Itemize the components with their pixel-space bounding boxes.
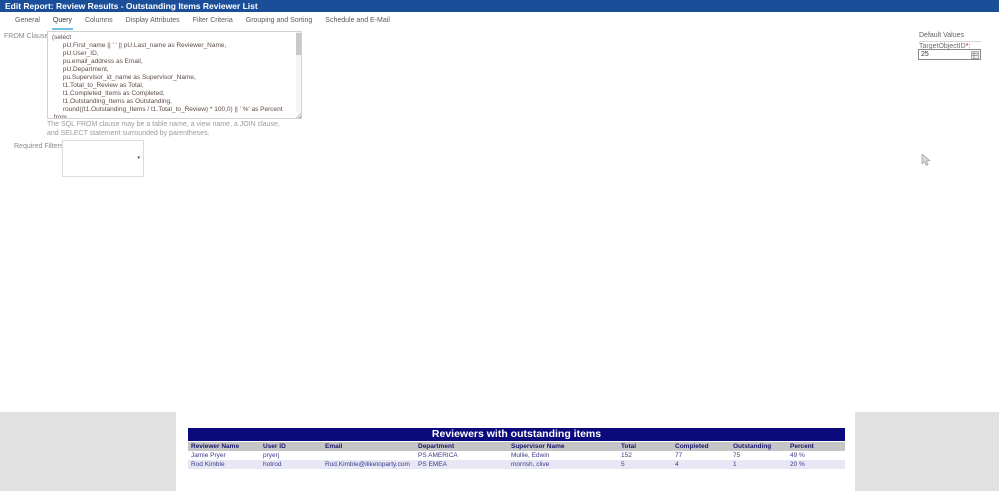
table-row: Jamie Pryer pryerj PS AMERICA Mullie, Ed…	[188, 451, 845, 460]
tab-strip: General Query Columns Display Attributes…	[14, 15, 391, 30]
tab-schedule-and-email[interactable]: Schedule and E-Mail	[325, 17, 390, 24]
resize-grip-icon[interactable]	[296, 113, 301, 118]
lookup-icon[interactable]	[971, 51, 979, 59]
table-cell: 152	[621, 452, 632, 459]
tab-filter-criteria[interactable]: Filter Criteria	[192, 17, 233, 24]
column-header-completed: Completed	[672, 442, 730, 451]
scrollbar-thumb[interactable]	[296, 33, 301, 55]
required-asterisk: *	[965, 43, 969, 50]
column-header-percent: Percent	[787, 442, 845, 451]
report-preview-panel: Reviewers with outstanding items Reviewe…	[176, 412, 855, 491]
tab-query[interactable]: Query	[51, 15, 73, 30]
table-cell: 5	[618, 460, 672, 469]
table-cell: hotrod	[260, 460, 322, 469]
table-cell: 77	[675, 452, 683, 459]
tab-general[interactable]: General	[15, 17, 40, 24]
table-cell: morrish, clive	[508, 460, 618, 469]
target-object-id-label-suffix: :	[968, 43, 971, 50]
table-cell: Rod Kimble	[188, 460, 260, 469]
table-header-row: Reviewer Name User ID Email Department S…	[188, 442, 845, 451]
window-title: Edit Report: Review Results - Outstandin…	[0, 0, 999, 12]
mouse-cursor	[921, 154, 931, 166]
table-cell: Jamie Pryer	[191, 452, 226, 459]
table-cell: PS EMEA	[415, 460, 508, 469]
target-object-id-input[interactable]	[919, 50, 971, 59]
target-object-id-label-text: TargetObjectID	[919, 43, 966, 50]
target-object-id-label: TargetObjectID*:	[919, 43, 970, 50]
table-cell: Rod.Kimble@iliketoparty.com	[322, 460, 415, 469]
table-cell: 4	[672, 460, 730, 469]
column-header-user-id: User ID	[260, 442, 322, 451]
column-header-department: Department	[415, 442, 508, 451]
table-cell: 20 %	[787, 460, 845, 469]
column-header-supervisor-name: Supervisor Name	[508, 442, 618, 451]
report-title-banner: Reviewers with outstanding items	[188, 428, 845, 441]
from-clause-textarea[interactable]: (select pU.First_name || ' ' || pU.Last_…	[47, 31, 302, 119]
tab-display-attributes[interactable]: Display Attributes	[125, 17, 180, 24]
from-clause-label-text: FROM Clause	[4, 33, 49, 40]
table-row: Rod Kimble hotrod Rod.Kimble@iliketopart…	[188, 460, 845, 469]
reviewers-table: Reviewer Name User ID Email Department S…	[188, 442, 845, 469]
column-header-reviewer-name: Reviewer Name	[188, 442, 260, 451]
table-cell: 75	[733, 452, 741, 459]
from-clause-help-text: The SQL FROM clause may be a table name,…	[47, 121, 280, 137]
column-header-total: Total	[618, 442, 672, 451]
column-header-outstanding: Outstanding	[730, 442, 787, 451]
required-filters-listbox[interactable]: ▾	[62, 140, 144, 177]
table-cell	[322, 451, 415, 460]
table-cell: PS AMERICA	[418, 452, 458, 459]
tab-columns[interactable]: Columns	[84, 17, 113, 24]
table-cell: pryerj	[263, 452, 280, 459]
table-cell: Mullie, Edwin	[511, 452, 550, 459]
required-filters-label: Required Filters :	[14, 143, 68, 150]
target-object-id-field-frame	[918, 49, 981, 60]
dropdown-arrow-icon[interactable]: ▾	[137, 155, 140, 161]
report-table: Reviewers with outstanding items Reviewe…	[188, 428, 845, 469]
default-values-heading: Default Values	[919, 32, 981, 42]
column-header-email: Email	[322, 442, 415, 451]
textarea-scrollbar[interactable]	[296, 32, 301, 112]
table-cell: 1	[730, 460, 787, 469]
tab-grouping-and-sorting[interactable]: Grouping and Sorting	[245, 17, 313, 24]
table-cell: 49 %	[790, 452, 805, 459]
